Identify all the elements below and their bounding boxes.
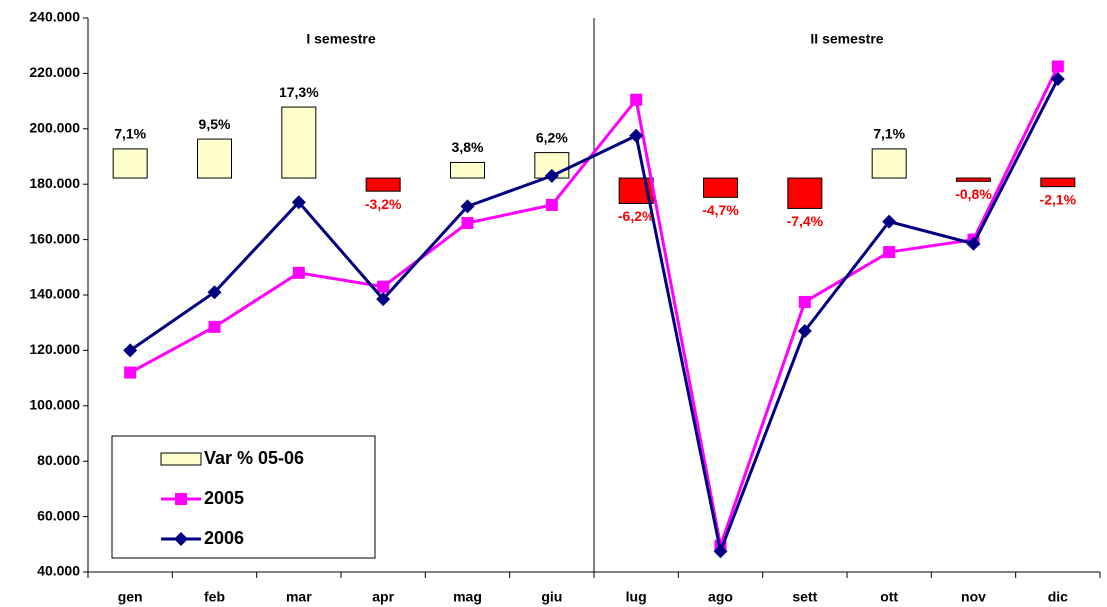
y-tick-label: 160.000 bbox=[29, 230, 80, 246]
marker bbox=[798, 295, 811, 308]
marker bbox=[174, 532, 188, 546]
bar bbox=[703, 177, 738, 198]
value-label: 7,1% bbox=[873, 126, 905, 142]
marker bbox=[291, 195, 306, 210]
legend bbox=[111, 435, 376, 559]
value-label: 7,1% bbox=[114, 126, 146, 142]
marker bbox=[544, 168, 559, 183]
marker bbox=[207, 285, 222, 300]
marker bbox=[376, 292, 391, 307]
bar bbox=[1040, 177, 1076, 188]
marker bbox=[1050, 71, 1065, 86]
y-tick-label: 60.000 bbox=[37, 507, 80, 523]
legend-swatch bbox=[160, 452, 202, 466]
marker bbox=[630, 93, 643, 106]
bar bbox=[871, 148, 907, 179]
value-label: -2,1% bbox=[1040, 191, 1077, 207]
marker bbox=[292, 266, 305, 279]
marker bbox=[797, 324, 812, 339]
value-label: -4,7% bbox=[702, 202, 739, 218]
bar bbox=[956, 177, 991, 182]
marker bbox=[175, 493, 187, 505]
marker bbox=[713, 544, 728, 559]
value-label: -7,4% bbox=[787, 213, 824, 229]
annotation: I semestre bbox=[306, 31, 375, 47]
y-tick-label: 40.000 bbox=[37, 563, 80, 579]
y-tick-label: 240.000 bbox=[29, 9, 80, 25]
marker bbox=[629, 128, 644, 143]
x-tick-label: gen bbox=[118, 589, 143, 605]
bar bbox=[281, 106, 317, 179]
x-tick-label: nov bbox=[961, 589, 986, 605]
line bbox=[129, 78, 1060, 557]
y-tick-label: 140.000 bbox=[29, 286, 80, 302]
y-tick-label: 100.000 bbox=[29, 397, 80, 413]
x-tick-label: ott bbox=[880, 589, 898, 605]
bar bbox=[197, 138, 232, 179]
marker bbox=[883, 246, 896, 259]
marker bbox=[124, 366, 137, 379]
x-tick-label: apr bbox=[372, 589, 394, 605]
value-label: 9,5% bbox=[199, 116, 231, 132]
x-tick-label: ago bbox=[708, 589, 733, 605]
x-tick-label: mag bbox=[453, 589, 482, 605]
x-tick-label: feb bbox=[204, 589, 225, 605]
y-tick-label: 80.000 bbox=[37, 452, 80, 468]
x-tick-label: dic bbox=[1048, 589, 1068, 605]
x-tick-label: giu bbox=[541, 589, 562, 605]
x-tick-label: lug bbox=[626, 589, 647, 605]
y-tick-label: 220.000 bbox=[29, 64, 80, 80]
value-label: 17,3% bbox=[279, 84, 319, 100]
marker bbox=[1051, 60, 1064, 73]
y-tick-label: 120.000 bbox=[29, 341, 80, 357]
bar bbox=[787, 177, 823, 209]
marker bbox=[545, 198, 558, 211]
line bbox=[129, 65, 1060, 552]
bar bbox=[450, 161, 485, 179]
y-tick-label: 180.000 bbox=[29, 175, 80, 191]
marker bbox=[966, 236, 981, 251]
bar bbox=[365, 177, 401, 192]
value-label: -6,2% bbox=[618, 208, 655, 224]
value-label: 3,8% bbox=[452, 139, 484, 155]
value-label: -0,8% bbox=[955, 186, 992, 202]
value-label: 6,2% bbox=[536, 129, 568, 145]
x-tick-label: sett bbox=[792, 589, 817, 605]
legend-label: 2005 bbox=[204, 488, 244, 508]
legend-label: 2006 bbox=[204, 528, 244, 548]
marker bbox=[123, 343, 138, 358]
marker bbox=[208, 320, 221, 333]
bar bbox=[112, 148, 148, 179]
marker bbox=[460, 199, 475, 214]
annotation: II semestre bbox=[810, 31, 883, 47]
y-tick-label: 200.000 bbox=[29, 120, 80, 136]
value-label: -3,2% bbox=[365, 196, 402, 212]
legend-label: Var % 05-06 bbox=[204, 448, 304, 468]
marker bbox=[882, 214, 897, 229]
x-tick-label: mar bbox=[286, 589, 312, 605]
marker bbox=[377, 280, 390, 293]
marker bbox=[461, 216, 474, 229]
